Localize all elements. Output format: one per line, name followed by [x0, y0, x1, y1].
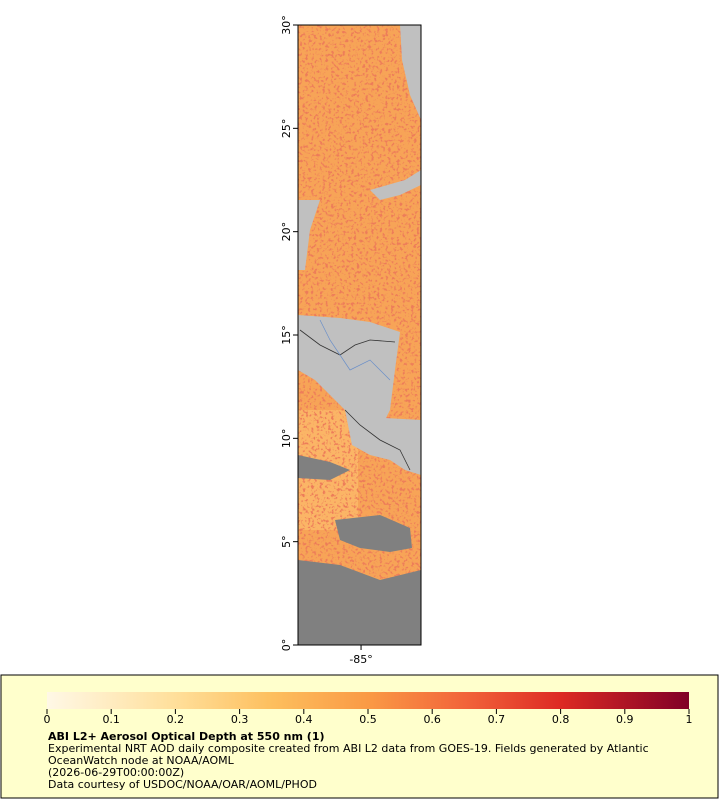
colorbar-tick-label: 1	[686, 713, 693, 726]
y-tick-label: 25°	[280, 119, 293, 139]
map-raster	[298, 25, 421, 645]
colorbar-tick-label: 0	[44, 713, 51, 726]
colorbar-axis: 0 0.1 0.2 0.3 0.4 0.5 0.6 0.7 0.8 0.9 1	[44, 709, 693, 726]
y-tick-label: 30°	[280, 15, 293, 35]
caption-title: ABI L2+ Aerosol Optical Depth at 550 nm …	[48, 730, 325, 743]
y-tick-label: 10°	[280, 429, 293, 449]
caption-line: OceanWatch node at NOAA/AOML	[48, 754, 235, 767]
colorbar	[47, 692, 689, 709]
x-tick-label: -85°	[349, 653, 372, 666]
axes: 0° 5° 10° 15° 20° 25° 30° -85°	[280, 15, 373, 666]
caption-line: Data courtesy of USDOC/NOAA/OAR/AOML/PHO…	[48, 778, 317, 791]
colorbar-tick-label: 0.4	[295, 713, 313, 726]
y-tick-label: 0°	[280, 639, 293, 652]
y-tick-label: 5°	[280, 535, 293, 548]
y-tick-label: 15°	[280, 325, 293, 345]
colorbar-tick-label: 0.3	[231, 713, 249, 726]
colorbar-tick-label: 0.6	[423, 713, 441, 726]
y-tick-label: 20°	[280, 222, 293, 242]
caption-line: (2026-06-29T00:00:00Z)	[48, 766, 184, 779]
colorbar-tick-label: 0.2	[167, 713, 185, 726]
caption-line: Experimental NRT AOD daily composite cre…	[48, 742, 649, 755]
colorbar-tick-label: 0.8	[552, 713, 570, 726]
colorbar-tick-label: 0.5	[359, 713, 377, 726]
colorbar-tick-label: 0.9	[616, 713, 634, 726]
colorbar-tick-label: 0.1	[102, 713, 120, 726]
colorbar-tick-label: 0.7	[488, 713, 506, 726]
